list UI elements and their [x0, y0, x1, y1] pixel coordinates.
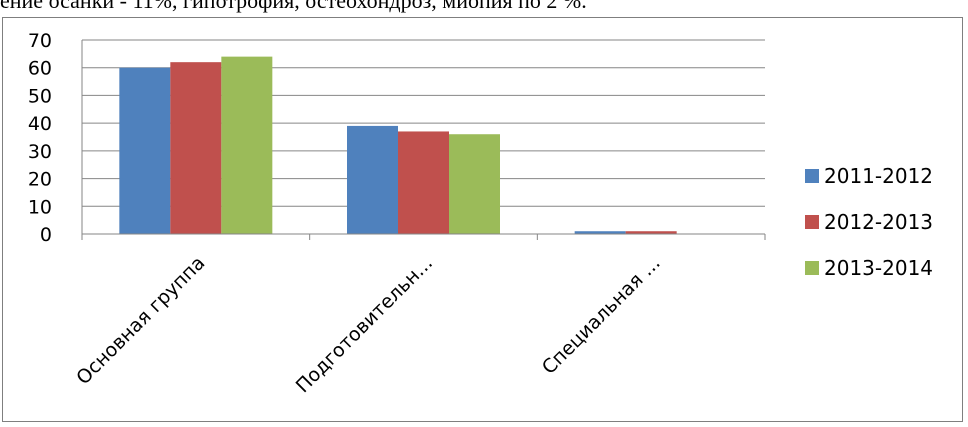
- legend-swatch: [805, 215, 819, 229]
- bar-2011-2012-2: [574, 231, 626, 234]
- legend-label: 2012-2013: [824, 210, 933, 234]
- bar-2012-2013-1: [398, 131, 449, 234]
- bar-2012-2013-0: [170, 62, 222, 234]
- y-tick-label: 70: [28, 30, 52, 52]
- bar-2011-2012-1: [347, 125, 398, 234]
- bar-2011-2012-0: [119, 67, 171, 234]
- bar-2013-2014-1: [449, 134, 500, 234]
- legend: 2011-2012 2012-2013 2013-2014: [805, 164, 933, 280]
- legend-swatch: [805, 261, 819, 275]
- y-tick-label: 40: [28, 113, 52, 135]
- y-tick-label: 20: [28, 169, 52, 191]
- y-tick-label: 30: [28, 141, 52, 163]
- bar-2012-2013-2: [625, 231, 677, 234]
- y-tick-label: 50: [28, 85, 52, 107]
- axes: [81, 40, 766, 240]
- x-category-label: Подготовительн...: [292, 252, 437, 397]
- y-tick-labels: 0 10 20 30 40 50 60 70: [28, 30, 52, 246]
- y-tick-label: 10: [28, 196, 52, 218]
- x-category-label: Основная группа: [72, 252, 209, 389]
- x-category-labels: Основная группа Подготовительн... Специаль…: [72, 252, 664, 397]
- y-tick-label: 60: [28, 58, 52, 80]
- x-category-label: Специальная ...: [538, 252, 665, 379]
- legend-label: 2013-2014: [824, 256, 933, 280]
- chart-frame: [2, 17, 963, 422]
- y-tick-label: 0: [40, 224, 52, 246]
- legend-label: 2011-2012: [824, 164, 933, 188]
- page-top-text: ение осанки - 11%, гипотрофия, остеохонд…: [0, 0, 587, 13]
- bars: [119, 56, 677, 234]
- bar-2013-2014-0: [221, 56, 273, 234]
- legend-swatch: [805, 169, 819, 183]
